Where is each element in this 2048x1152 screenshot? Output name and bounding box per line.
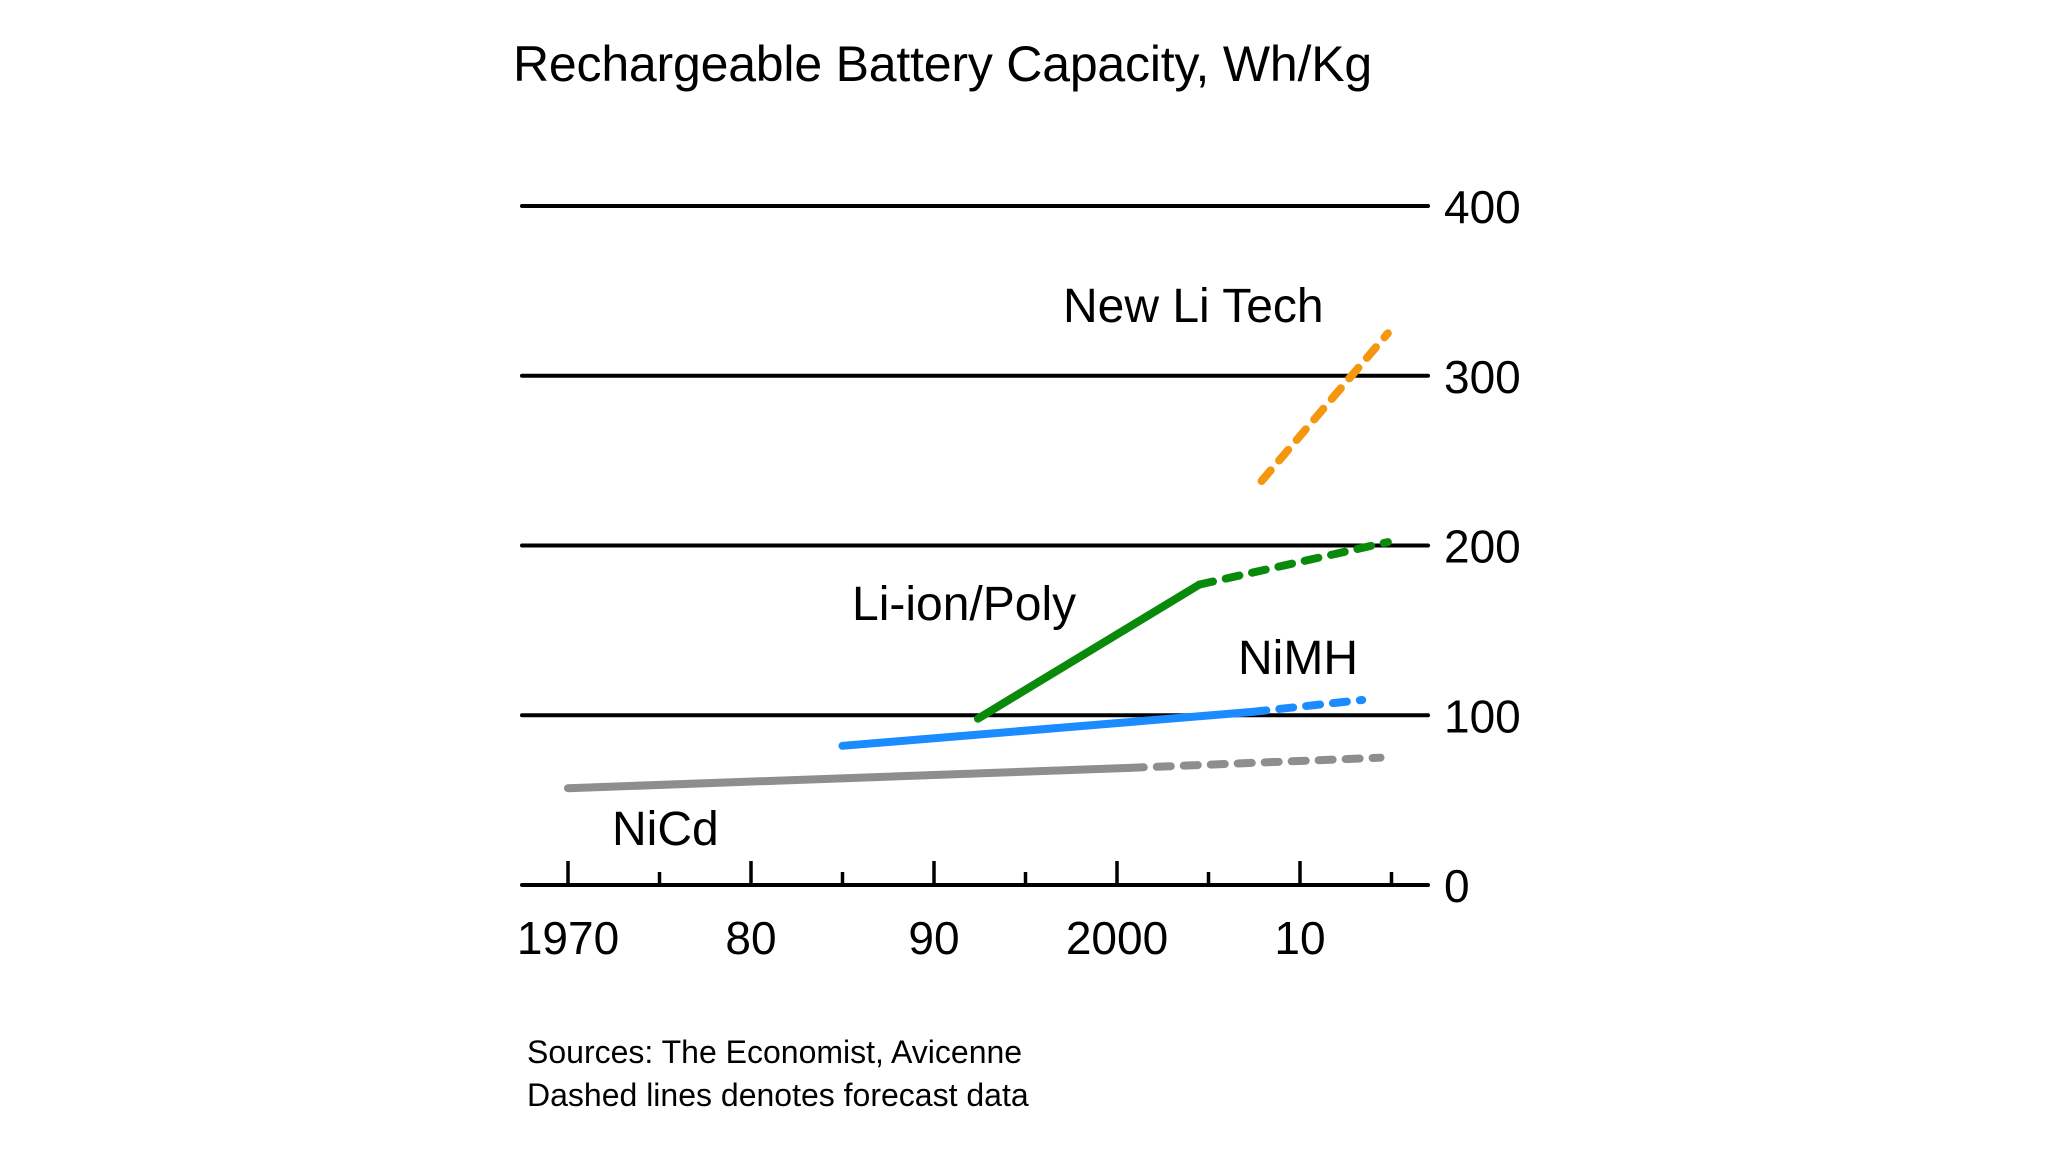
series-li-ion-poly-forecast	[1195, 538, 1392, 589]
series-label-nimh: NiMH	[1238, 632, 1358, 685]
series-nicd-forecast	[1125, 753, 1385, 772]
x-tick-label: 10	[1274, 912, 1325, 964]
x-axis	[520, 861, 1430, 887]
y-tick-label: 100	[1444, 690, 1521, 742]
series-label-li-ion-poly: Li-ion/Poly	[852, 578, 1076, 631]
series-li-ion-poly-actual	[973, 580, 1204, 723]
series-nimh-forecast	[1248, 695, 1367, 716]
forecast-note: Dashed lines denotes forecast data	[527, 1077, 1029, 1113]
x-tick-label: 80	[725, 912, 776, 964]
sources-note: Sources: The Economist, Avicenne	[527, 1034, 1023, 1070]
gridlines	[520, 204, 1430, 718]
y-axis-labels: 0 100 200 300 400	[1444, 181, 1521, 912]
y-tick-label: 300	[1444, 351, 1521, 403]
series-label-nicd: NiCd	[612, 803, 719, 856]
y-tick-label: 200	[1444, 521, 1521, 573]
y-tick-label: 400	[1444, 181, 1521, 233]
series-lines	[564, 329, 1392, 793]
series-new-li-tech-forecast	[1257, 329, 1392, 485]
x-tick-label: 1970	[517, 912, 619, 964]
x-axis-labels: 1970 80 90 2000 10	[517, 912, 1326, 964]
series-labels: NiCd NiMH Li-ion/Poly New Li Tech	[612, 280, 1358, 856]
x-tick-label: 90	[908, 912, 959, 964]
series-nicd-actual	[564, 763, 1134, 793]
series-nimh-actual	[838, 707, 1257, 750]
x-tick-label: 2000	[1066, 912, 1168, 964]
y-tick-label: 0	[1444, 860, 1470, 912]
chart-title: Rechargeable Battery Capacity, Wh/Kg	[513, 36, 1372, 92]
series-label-new-li-tech: New Li Tech	[1063, 280, 1324, 333]
